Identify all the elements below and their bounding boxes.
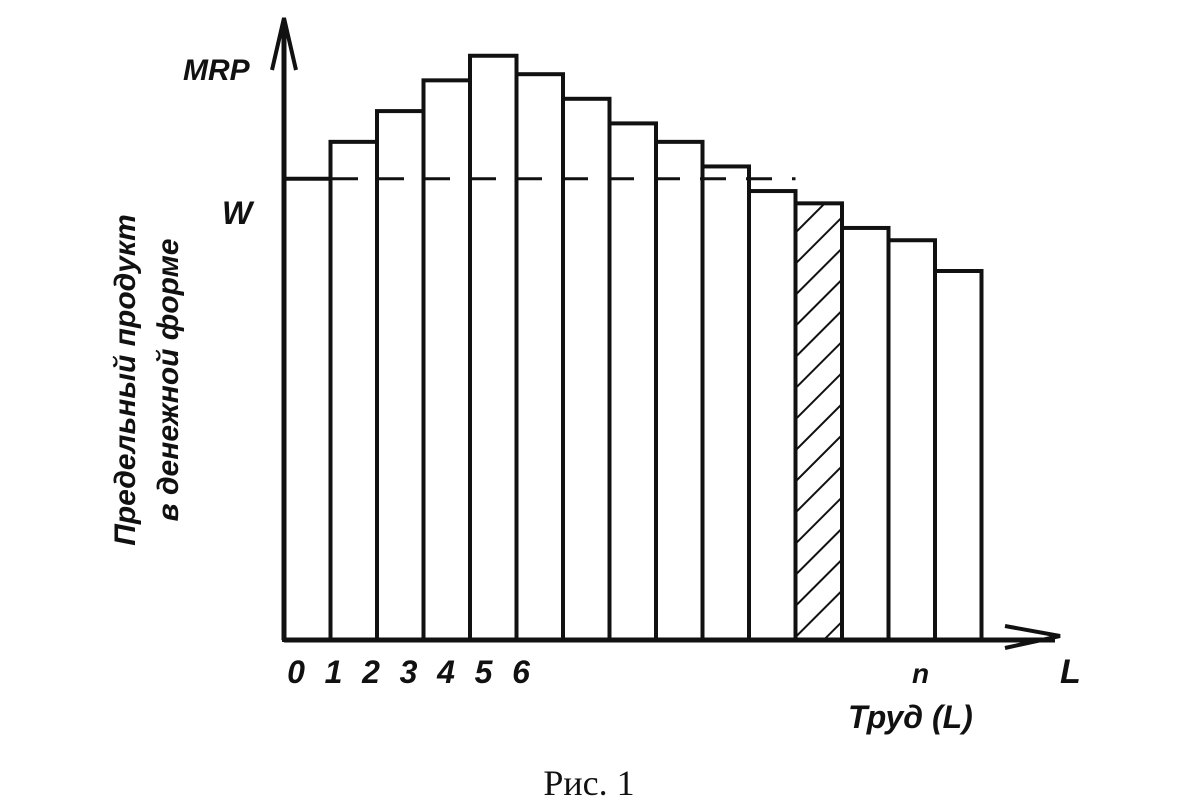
bar bbox=[375, 109, 426, 643]
x-axis-title: Труд (L) bbox=[848, 699, 973, 735]
x-axis-label: L bbox=[1060, 653, 1081, 691]
x-tick-label: 1 bbox=[325, 654, 343, 690]
bar bbox=[654, 139, 705, 642]
bar bbox=[328, 139, 379, 642]
x-axis-arrow bbox=[1004, 624, 1061, 650]
bar bbox=[607, 121, 658, 642]
x-tick-label: 5 bbox=[475, 654, 494, 690]
y-axis-title-line2: в денежной форме bbox=[152, 239, 185, 522]
x-tick-label: 0 bbox=[287, 654, 305, 690]
bar bbox=[700, 164, 751, 642]
bar bbox=[747, 189, 798, 643]
x-tick-label: 4 bbox=[436, 654, 455, 690]
bar-hatched bbox=[793, 201, 844, 642]
bar bbox=[886, 238, 937, 642]
x-tick-label: 2 bbox=[361, 654, 380, 690]
bar bbox=[282, 176, 333, 642]
y-axis-arrow bbox=[270, 17, 298, 71]
y-axis-title-line1: Предельный продукт bbox=[109, 214, 142, 546]
wage-label: W bbox=[222, 195, 255, 231]
bar bbox=[933, 269, 984, 642]
bar bbox=[421, 78, 472, 643]
x-tick-label: 6 bbox=[512, 654, 530, 690]
figure-caption: Рис. 1 bbox=[543, 763, 634, 803]
bar bbox=[514, 72, 565, 642]
y-axis-label: MRP bbox=[183, 54, 251, 87]
bar bbox=[840, 225, 891, 642]
x-tick-label: n bbox=[912, 658, 929, 689]
bars-group bbox=[282, 53, 984, 643]
x-tick-label: 3 bbox=[400, 654, 418, 690]
bar bbox=[468, 53, 519, 642]
